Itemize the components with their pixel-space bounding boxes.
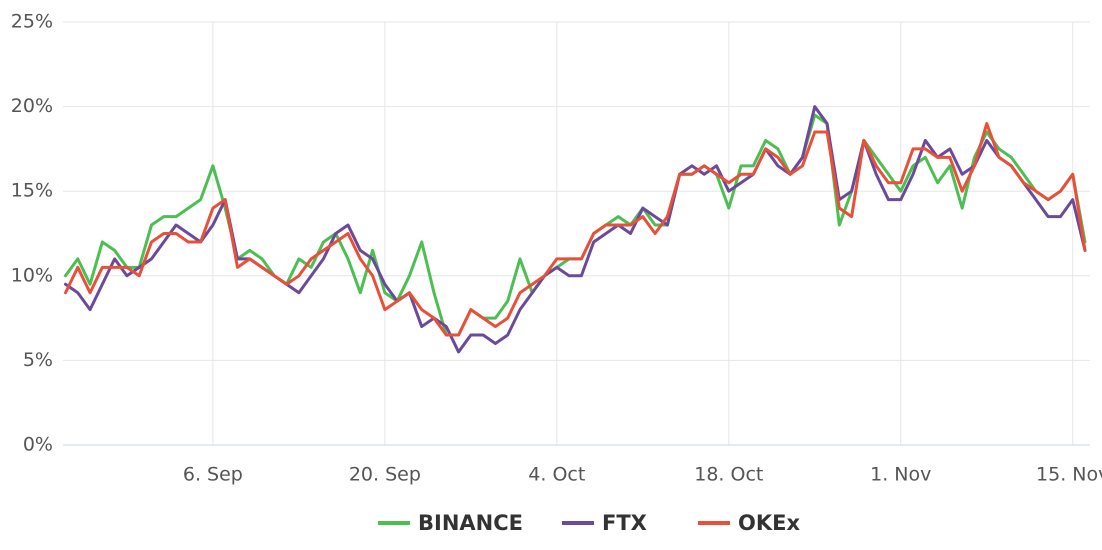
x-tick-label: 1. Nov bbox=[870, 464, 931, 486]
x-tick-label: 15. Nov bbox=[1036, 464, 1102, 486]
series-line bbox=[64, 122, 1087, 337]
y-tick-label: 0% bbox=[23, 434, 53, 456]
x-tick-label: 4. Oct bbox=[528, 464, 585, 486]
x-tick-label: 6. Sep bbox=[183, 464, 243, 486]
legend-label: FTX bbox=[602, 511, 647, 535]
series-line bbox=[64, 105, 1087, 354]
y-tick-label: 20% bbox=[11, 95, 53, 117]
grid: 0% 5% 10% 15% 20% 25% 6. Sep 20. Sep 4. Oct 18. O… bbox=[11, 11, 1102, 486]
legend-item[interactable]: FTX bbox=[562, 511, 647, 535]
y-tick-label: 15% bbox=[11, 180, 53, 202]
legend-item[interactable]: OKEx bbox=[698, 511, 800, 535]
legend-label: BINANCE bbox=[418, 511, 523, 535]
y-tick-label: 25% bbox=[11, 11, 53, 33]
x-tick-label: 20. Sep bbox=[349, 464, 421, 486]
plot bbox=[64, 105, 1087, 354]
legend: BINANCE FTX OKEx bbox=[378, 511, 800, 535]
legend-label: OKEx bbox=[738, 511, 800, 535]
y-tick-label: 5% bbox=[23, 349, 53, 371]
y-tick-label: 10% bbox=[11, 264, 53, 286]
x-tick-label: 18. Oct bbox=[694, 464, 763, 486]
legend-item[interactable]: BINANCE bbox=[378, 511, 523, 535]
